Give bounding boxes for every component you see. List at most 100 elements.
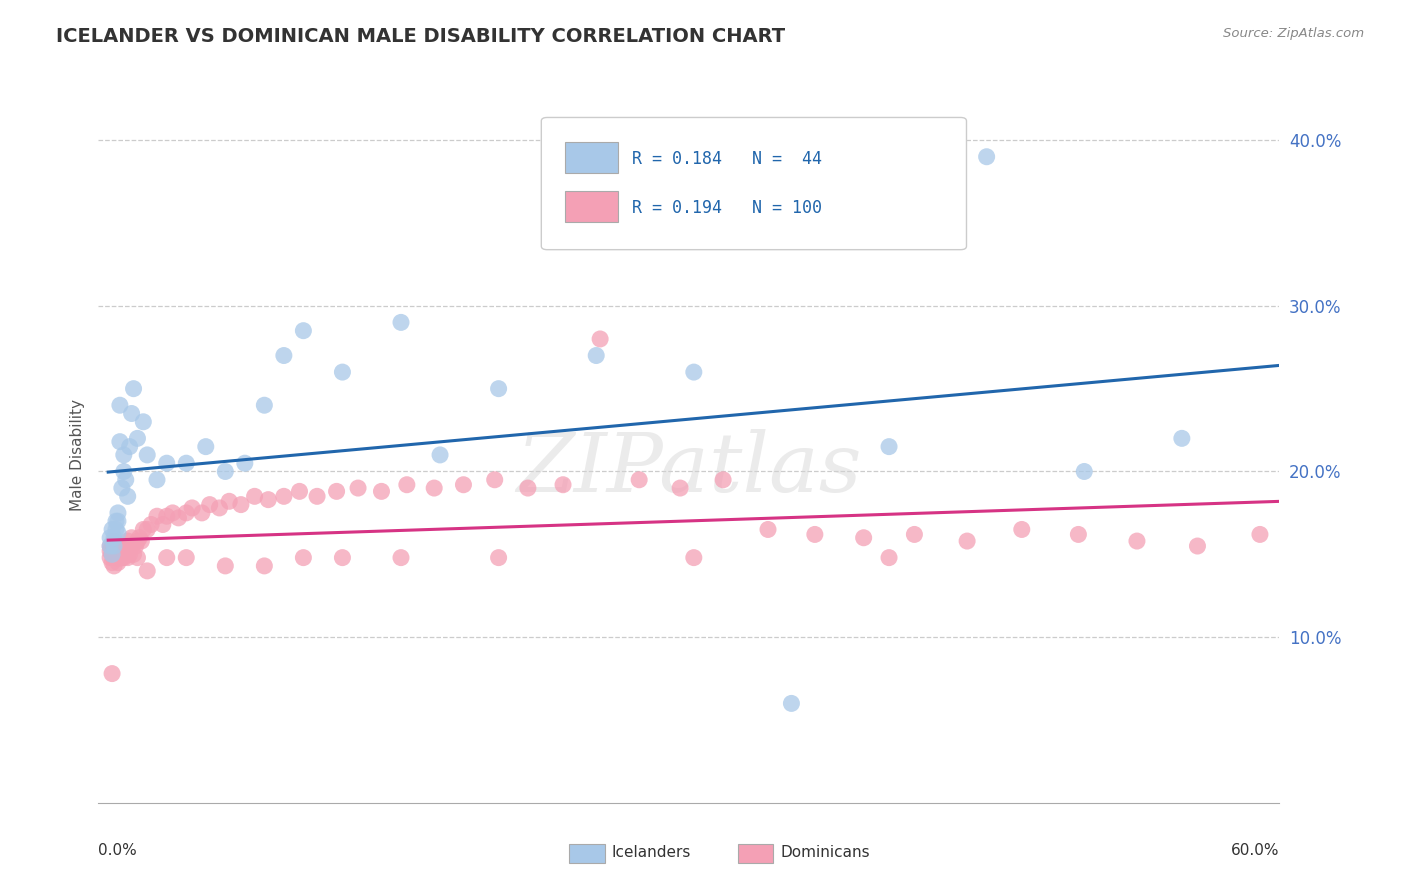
Point [101,523,124,537]
Point [395,477,418,491]
Point [976,150,998,164]
Point [292,550,315,565]
Point [162,506,184,520]
Point [257,492,280,507]
Point [101,547,124,561]
Point [117,542,139,557]
Point [131,534,153,549]
Point [127,431,149,445]
Point [332,550,354,565]
Point [585,349,607,363]
Point [273,489,295,503]
Point [104,535,127,549]
Point [484,473,506,487]
Point [146,473,169,487]
Point [101,666,124,681]
Text: ICELANDER VS DOMINICAN MALE DISABILITY CORRELATION CHART: ICELANDER VS DOMINICAN MALE DISABILITY C… [56,27,786,45]
Point [174,550,197,565]
Point [104,542,127,557]
FancyBboxPatch shape [565,142,619,173]
Point [347,481,370,495]
Point [111,550,134,565]
Point [174,506,197,520]
Point [167,511,190,525]
Point [104,514,127,528]
Point [101,539,124,553]
Point [1073,465,1095,479]
Point [112,544,135,558]
Point [191,506,214,520]
Point [156,509,179,524]
Point [108,398,131,412]
Point [103,544,125,558]
Point [136,448,159,462]
Point [111,539,134,553]
Point [122,547,145,561]
Point [114,547,136,561]
Point [107,514,129,528]
Point [104,547,127,561]
Point [756,523,779,537]
Point [1011,523,1033,537]
Point [132,415,155,429]
Point [103,558,125,573]
Point [103,550,125,565]
Point [108,550,131,565]
Point [117,534,139,549]
Point [253,398,276,412]
Point [136,523,159,537]
Text: R = 0.194   N = 100: R = 0.194 N = 100 [633,199,823,217]
Point [181,500,204,515]
Point [488,382,510,396]
Text: Icelanders: Icelanders [612,846,690,860]
Point [118,440,141,454]
Point [127,534,149,549]
Point [107,506,129,520]
Point [1067,527,1090,541]
Point [107,539,129,553]
Point [111,547,134,561]
Text: ZIPatlas: ZIPatlas [516,429,862,508]
Point [117,544,139,558]
Point [112,448,135,462]
Point [112,539,135,553]
Point [332,365,354,379]
Point [669,481,692,495]
Point [122,382,145,396]
Point [112,465,135,479]
Text: 0.0%: 0.0% [98,843,138,858]
Point [551,477,574,491]
FancyBboxPatch shape [565,191,619,222]
Point [233,456,256,470]
Point [453,477,475,491]
Point [429,448,451,462]
Point [325,484,347,499]
Point [1126,534,1149,549]
Text: 60.0%: 60.0% [1232,843,1279,858]
Point [98,539,121,553]
Point [214,465,236,479]
Point [107,525,129,540]
Point [121,407,143,421]
Point [956,534,979,549]
Point [273,349,295,363]
Point [108,539,131,553]
Point [121,539,143,553]
Point [132,523,155,537]
Point [107,539,129,553]
Point [1249,527,1271,541]
Y-axis label: Male Disability: Male Disability [69,399,84,511]
Point [117,489,139,503]
Point [370,484,392,499]
Point [98,550,121,565]
Text: Dominicans: Dominicans [780,846,870,860]
Point [101,547,124,561]
Point [1187,539,1209,553]
Point [136,564,159,578]
Point [288,484,311,499]
Point [128,531,150,545]
Point [156,456,179,470]
Point [389,315,412,329]
Point [111,481,134,495]
Point [107,547,129,561]
